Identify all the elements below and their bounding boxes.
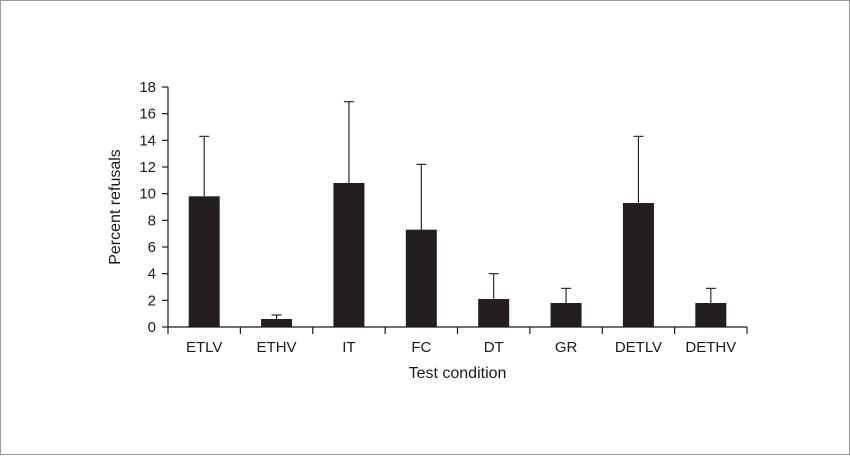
y-tick-label: 18 [139, 79, 156, 96]
y-tick-label: 2 [148, 292, 156, 309]
x-axis-title: Test condition [409, 365, 507, 382]
bar-fc [405, 229, 437, 327]
x-tick-label: DETHV [685, 339, 736, 356]
bar-dt [478, 299, 510, 327]
x-tick-label: DT [484, 339, 504, 356]
y-tick-label: 14 [139, 132, 156, 149]
bar-detlv [622, 203, 654, 327]
x-tick-label: GR [555, 339, 578, 356]
y-tick-label: 8 [148, 212, 156, 229]
bar-gr [550, 303, 582, 327]
x-tick-label: IT [342, 339, 355, 356]
error-bars-layer [199, 101, 716, 319]
y-tick-label: 16 [139, 106, 156, 123]
y-axis-title: Percent refusals [107, 149, 124, 265]
y-tick-label: 6 [148, 239, 156, 256]
y-tick-label: 4 [148, 266, 156, 283]
bar-etlv [188, 196, 220, 327]
bars-layer [188, 183, 727, 327]
y-tick-label: 0 [148, 319, 156, 336]
bar-dethv [695, 303, 727, 327]
x-tick-label: FC [411, 339, 431, 356]
y-ticks-layer: 0 2 4 6 8 10 12 14 16 18 [139, 79, 168, 336]
x-tick-label: ETLV [186, 339, 222, 356]
y-tick-label: 10 [139, 186, 156, 203]
y-tick-label: 12 [139, 159, 156, 176]
x-tick-label: ETHV [257, 339, 297, 356]
bar-it [333, 183, 365, 327]
bar-ethv [261, 319, 293, 327]
x-ticks-layer: ETLV ETHV IT FC DT GR DETLV DETHV [167, 327, 748, 356]
x-tick-label: DETLV [615, 339, 662, 356]
